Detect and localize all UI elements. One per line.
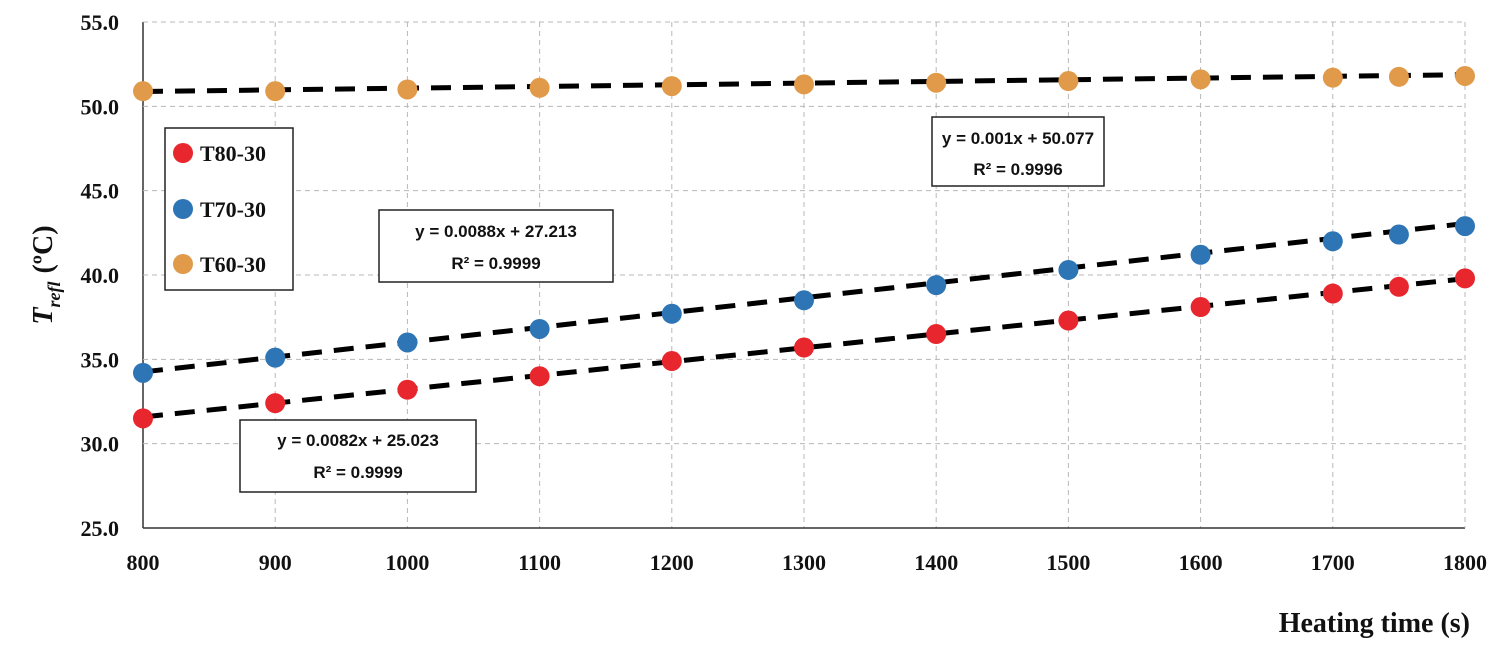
data-point-t80-30: [529, 366, 550, 387]
trendlines: [142, 72, 1466, 420]
data-point-t70-30: [529, 318, 550, 339]
r2-t80-30: R² = 0.9999: [313, 463, 402, 482]
legend-label-t80-30: T80-30: [200, 141, 266, 166]
data-point-t80-30: [1455, 268, 1475, 289]
data-point-t60-30: [1058, 71, 1079, 92]
data-point-t70-30: [1190, 244, 1211, 265]
legend-marker-t80-30: [173, 143, 193, 163]
data-point-t80-30: [926, 324, 947, 345]
data-point-t70-30: [1455, 216, 1475, 237]
equation-t80-30: y = 0.0082x + 25.023: [277, 431, 439, 450]
data-point-t60-30: [661, 76, 682, 97]
x-tick-label: 1600: [1179, 550, 1223, 575]
legend: T80-30 T70-30 T60-30: [164, 127, 294, 291]
r2-t70-30: R² = 0.9999: [451, 254, 540, 273]
data-point-t60-30: [529, 77, 550, 98]
equation-box-t80-30: y = 0.0082x + 25.023 R² = 0.9999: [239, 419, 477, 493]
equation-t60-30: y = 0.001x + 50.077: [942, 129, 1094, 148]
data-point-t70-30: [397, 332, 418, 353]
data-point-t80-30: [133, 408, 153, 429]
y-tick-label: 55.0: [81, 10, 120, 35]
data-point-t70-30: [1322, 231, 1343, 252]
y-tick-label: 30.0: [81, 432, 120, 457]
trendline-t60-30: [142, 72, 1466, 95]
data-point-t80-30: [265, 393, 286, 414]
x-tick-label: 1200: [650, 550, 694, 575]
data-point-t70-30: [265, 347, 286, 368]
data-point-t80-30: [1388, 276, 1409, 297]
legend-item-t70-30: T70-30: [173, 197, 266, 222]
data-point-t60-30: [1388, 66, 1409, 87]
data-point-t80-30: [794, 337, 814, 358]
data-point-t70-30: [794, 290, 814, 311]
x-tick-labels: 800 900 1000 1100 1200 1300 1400 1500 1600 1700 18…: [127, 550, 1488, 575]
data-point-t60-30: [1322, 67, 1343, 88]
x-axis-title: Heating time (s): [1279, 608, 1470, 639]
data-point-t70-30: [1388, 224, 1409, 245]
data-point-t70-30: [133, 362, 153, 383]
y-tick-labels: 25.0 30.0 35.0 40.0 45.0 50.0 55.0: [81, 10, 120, 541]
y-axis-title-main: T: [28, 306, 59, 325]
equation-box-t60-30: y = 0.001x + 50.077 R² = 0.9996: [931, 116, 1105, 187]
data-point-t60-30: [133, 81, 153, 102]
legend-marker-t60-30: [173, 254, 193, 274]
equation-box-t70-30-frame: [378, 209, 614, 283]
y-axis-title-unit: (ºC): [28, 225, 59, 273]
equation-box-t60-30-frame: [931, 116, 1105, 187]
legend-label-t60-30: T60-30: [200, 252, 266, 277]
data-point-t60-30: [1190, 69, 1211, 90]
y-axis-title: Trefl (ºC): [28, 225, 64, 324]
x-tick-label: 1800: [1443, 550, 1487, 575]
legend-marker-t70-30: [173, 199, 193, 219]
r2-t60-30: R² = 0.9996: [973, 160, 1062, 179]
trendline-t80-30: [142, 276, 1466, 420]
legend-label-t70-30: T70-30: [200, 197, 266, 222]
data-point-t60-30: [794, 74, 814, 95]
legend-item-t80-30: T80-30: [173, 141, 266, 166]
data-point-t80-30: [1058, 310, 1079, 331]
y-axis-title-subscript: refl: [44, 282, 64, 308]
x-tick-label: 900: [259, 550, 292, 575]
equation-box-t70-30: y = 0.0088x + 27.213 R² = 0.9999: [378, 209, 614, 283]
data-point-t60-30: [397, 79, 418, 100]
x-tick-label: 800: [127, 550, 160, 575]
data-point-t60-30: [926, 72, 947, 93]
data-point-t60-30: [265, 81, 286, 102]
x-tick-label: 1500: [1046, 550, 1090, 575]
data-point-t80-30: [397, 379, 418, 400]
y-tick-label: 50.0: [81, 94, 120, 119]
data-point-t70-30: [926, 275, 947, 296]
equation-t70-30: y = 0.0088x + 27.213: [415, 222, 577, 241]
data-point-t80-30: [1322, 283, 1343, 304]
y-tick-label: 40.0: [81, 263, 120, 288]
data-point-t80-30: [1190, 297, 1211, 318]
data-points: [133, 65, 1475, 429]
x-tick-label: 1400: [914, 550, 958, 575]
y-tick-label: 45.0: [81, 179, 120, 204]
data-point-t70-30: [1058, 259, 1079, 280]
legend-item-t60-30: T60-30: [173, 252, 266, 277]
equation-box-t80-30-frame: [239, 419, 477, 493]
x-tick-label: 1100: [518, 550, 561, 575]
data-point-t80-30: [661, 351, 682, 372]
x-tick-label: 1300: [782, 550, 826, 575]
x-tick-label: 1000: [385, 550, 429, 575]
data-point-t60-30: [1455, 65, 1475, 86]
y-tick-label: 25.0: [81, 516, 120, 541]
data-point-t70-30: [661, 303, 682, 324]
x-tick-label: 1700: [1311, 550, 1355, 575]
y-tick-label: 35.0: [81, 347, 120, 372]
